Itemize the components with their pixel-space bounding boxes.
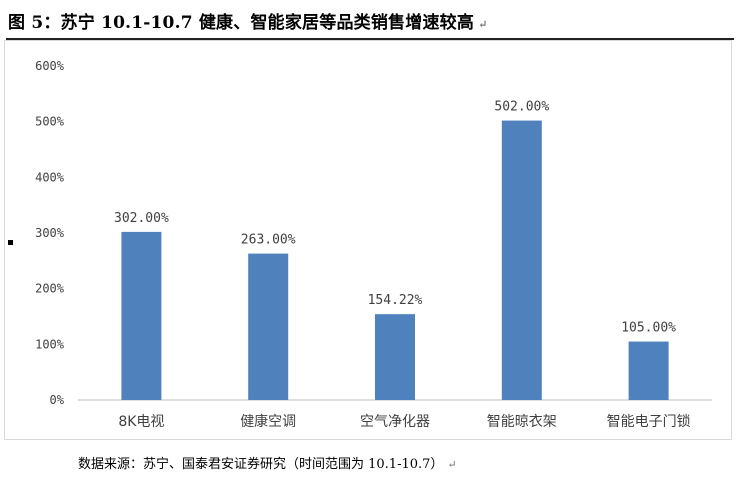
y-tick-label: 200% — [35, 282, 65, 296]
y-tick-label: 500% — [35, 115, 65, 129]
paragraph-mark-icon: ↵ — [447, 458, 457, 471]
paragraph-mark-icon: ↵ — [478, 18, 488, 31]
bullet-marker — [8, 240, 13, 245]
data-label: 154.22% — [368, 293, 423, 308]
data-label: 105.00% — [621, 321, 676, 336]
bar — [628, 341, 669, 400]
bar-chart: 0% 100% 200% 300% 400% 500% 600% 302.00% 8K电视 263… — [35, 59, 712, 430]
data-label: 302.00% — [114, 211, 169, 226]
source-note: 数据来源：苏宁、国泰君安证券研究（时间范围为 10.1-10.7） ↵ — [78, 453, 457, 472]
y-tick-label: 300% — [35, 226, 65, 240]
y-tick-label: 400% — [35, 170, 65, 184]
x-tick-label: 健康空调 — [240, 413, 296, 430]
bar — [248, 253, 289, 400]
chart-frame — [4, 40, 732, 440]
source-text: 数据来源：苏宁、国泰君安证券研究（时间范围为 10.1-10.7） — [78, 457, 444, 472]
x-tick-label: 智能电子门锁 — [607, 414, 691, 430]
bar — [121, 231, 162, 400]
x-tick-label: 智能晾衣架 — [487, 414, 557, 430]
figure-title-text: 图 5：苏宁 10.1-10.7 健康、智能家居等品类销售增速较高 — [8, 13, 475, 33]
y-tick-label: 0% — [50, 393, 65, 407]
x-tick-label: 8K电视 — [118, 414, 164, 430]
data-label: 263.00% — [241, 233, 296, 248]
x-tick-label: 空气净化器 — [360, 414, 430, 430]
y-tick-label: 100% — [35, 337, 65, 351]
bar — [501, 120, 542, 400]
data-label: 502.00% — [494, 100, 549, 115]
title-rule — [6, 38, 734, 40]
figure-title: 图 5：苏宁 10.1-10.7 健康、智能家居等品类销售增速较高 ↵ — [8, 8, 728, 33]
bar — [375, 314, 415, 400]
y-tick-label: 600% — [35, 59, 65, 73]
